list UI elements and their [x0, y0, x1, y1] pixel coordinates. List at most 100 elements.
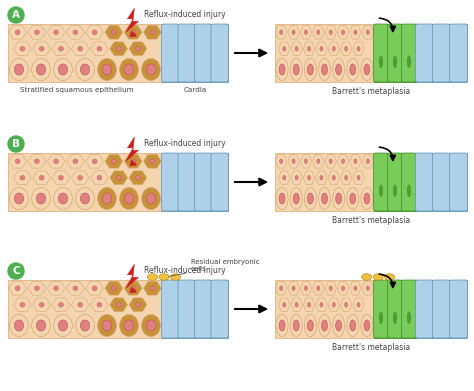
Polygon shape — [91, 42, 108, 56]
Ellipse shape — [293, 320, 299, 331]
Ellipse shape — [361, 314, 373, 337]
Ellipse shape — [332, 303, 335, 307]
Polygon shape — [28, 154, 46, 168]
Ellipse shape — [73, 286, 78, 291]
Polygon shape — [316, 171, 327, 185]
Ellipse shape — [385, 274, 395, 280]
Polygon shape — [303, 42, 315, 56]
FancyBboxPatch shape — [211, 280, 228, 338]
Polygon shape — [300, 154, 311, 168]
Ellipse shape — [35, 286, 39, 291]
Ellipse shape — [111, 30, 116, 34]
Text: Reflux-induced injury: Reflux-induced injury — [144, 139, 226, 148]
Polygon shape — [144, 282, 161, 295]
Ellipse shape — [293, 193, 299, 204]
Ellipse shape — [36, 64, 46, 75]
Ellipse shape — [357, 303, 360, 307]
Circle shape — [8, 7, 24, 23]
Ellipse shape — [131, 159, 136, 163]
Polygon shape — [303, 298, 315, 312]
Ellipse shape — [15, 286, 20, 291]
Ellipse shape — [321, 64, 328, 75]
Ellipse shape — [332, 47, 335, 51]
Ellipse shape — [321, 320, 328, 331]
Ellipse shape — [373, 274, 383, 280]
Polygon shape — [71, 298, 89, 312]
Ellipse shape — [32, 314, 50, 337]
Polygon shape — [52, 42, 70, 56]
Ellipse shape — [20, 303, 25, 307]
Ellipse shape — [336, 193, 342, 204]
Polygon shape — [313, 25, 324, 39]
Ellipse shape — [304, 286, 308, 291]
Ellipse shape — [54, 30, 58, 34]
Ellipse shape — [280, 286, 283, 291]
FancyBboxPatch shape — [401, 280, 417, 338]
Ellipse shape — [35, 159, 39, 163]
FancyBboxPatch shape — [211, 24, 228, 82]
Polygon shape — [288, 154, 299, 168]
Ellipse shape — [81, 193, 90, 204]
Polygon shape — [328, 42, 339, 56]
Ellipse shape — [39, 303, 44, 307]
Ellipse shape — [308, 47, 310, 51]
Text: Stratified squamous epithelium: Stratified squamous epithelium — [20, 87, 134, 93]
Polygon shape — [291, 42, 302, 56]
Ellipse shape — [283, 47, 286, 51]
Ellipse shape — [58, 176, 64, 180]
Ellipse shape — [295, 47, 298, 51]
Ellipse shape — [276, 188, 288, 210]
FancyBboxPatch shape — [416, 24, 467, 82]
FancyBboxPatch shape — [432, 280, 450, 338]
Polygon shape — [313, 282, 324, 295]
Polygon shape — [52, 298, 70, 312]
Polygon shape — [279, 42, 290, 56]
Polygon shape — [340, 42, 352, 56]
Ellipse shape — [304, 30, 308, 34]
Ellipse shape — [379, 55, 383, 68]
Ellipse shape — [307, 193, 313, 204]
FancyBboxPatch shape — [432, 153, 450, 211]
Ellipse shape — [354, 286, 357, 291]
Ellipse shape — [379, 311, 383, 324]
Polygon shape — [110, 298, 128, 312]
FancyBboxPatch shape — [374, 24, 389, 82]
Ellipse shape — [345, 303, 348, 307]
FancyBboxPatch shape — [162, 153, 179, 211]
Ellipse shape — [276, 314, 288, 337]
Polygon shape — [129, 298, 147, 312]
Polygon shape — [275, 154, 287, 168]
Ellipse shape — [320, 47, 323, 51]
FancyBboxPatch shape — [8, 280, 162, 338]
FancyBboxPatch shape — [416, 24, 434, 82]
Ellipse shape — [131, 286, 136, 291]
Ellipse shape — [78, 303, 82, 307]
Polygon shape — [353, 42, 364, 56]
Polygon shape — [66, 25, 84, 39]
Ellipse shape — [54, 188, 73, 210]
Polygon shape — [124, 154, 142, 168]
Ellipse shape — [317, 286, 320, 291]
Ellipse shape — [317, 159, 320, 163]
Polygon shape — [279, 171, 290, 185]
Ellipse shape — [333, 314, 345, 337]
Polygon shape — [300, 25, 311, 39]
Text: Reflux-induced injury: Reflux-induced injury — [144, 10, 226, 19]
Ellipse shape — [92, 30, 97, 34]
Ellipse shape — [307, 64, 313, 75]
FancyBboxPatch shape — [416, 153, 467, 211]
Ellipse shape — [9, 188, 28, 210]
Polygon shape — [110, 171, 128, 185]
Ellipse shape — [92, 159, 97, 163]
Ellipse shape — [280, 30, 283, 34]
Polygon shape — [14, 171, 31, 185]
Polygon shape — [129, 42, 147, 56]
FancyBboxPatch shape — [275, 153, 374, 211]
Ellipse shape — [295, 303, 298, 307]
FancyBboxPatch shape — [416, 280, 434, 338]
Ellipse shape — [35, 30, 39, 34]
Ellipse shape — [142, 59, 160, 81]
Ellipse shape — [407, 184, 411, 197]
Polygon shape — [9, 25, 27, 39]
Ellipse shape — [14, 193, 24, 204]
